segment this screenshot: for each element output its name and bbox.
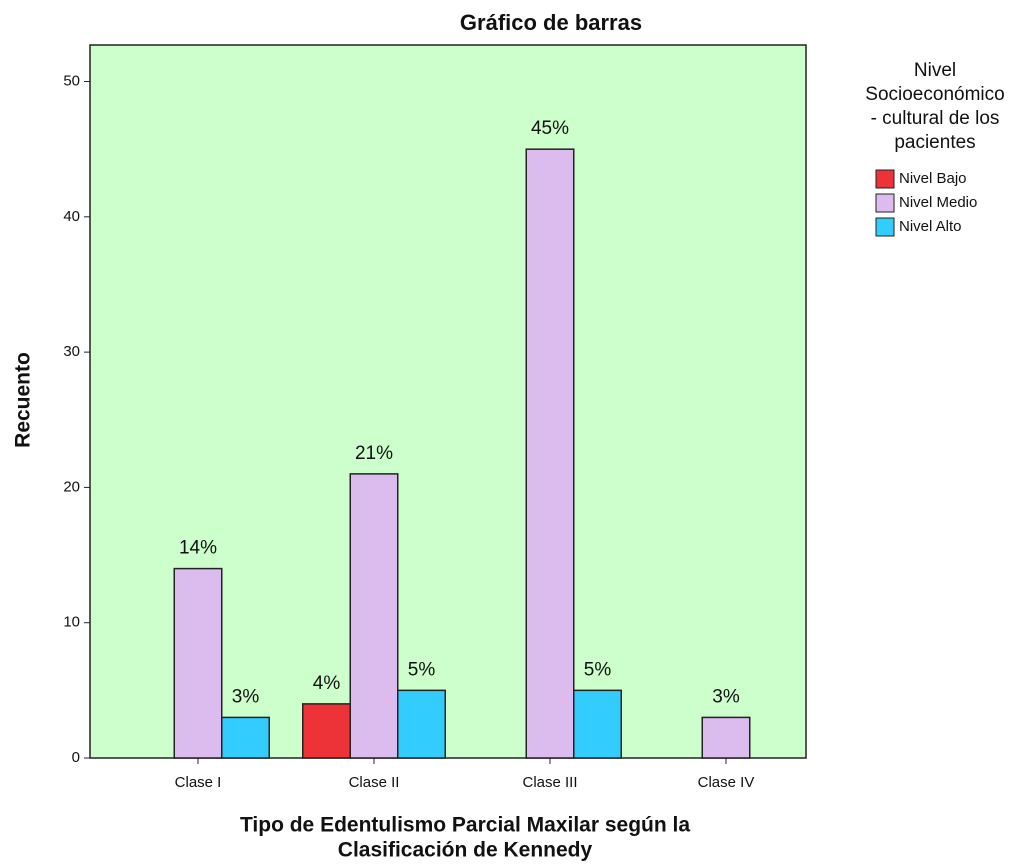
legend-title: pacientes <box>894 132 975 153</box>
x-tick-label: Clase III <box>522 774 577 791</box>
legend-label: Nivel Alto <box>899 218 962 235</box>
data-label: 14% <box>179 538 217 559</box>
legend-title: Nivel <box>914 60 956 81</box>
y-tick-label: 30 <box>63 343 80 360</box>
bar <box>302 703 351 759</box>
bar <box>221 716 270 759</box>
y-tick-label: 40 <box>63 208 80 225</box>
bar <box>349 473 399 759</box>
data-label: 45% <box>531 118 569 139</box>
legend-swatch <box>875 169 895 189</box>
x-tick-label: Clase IV <box>698 774 755 791</box>
legend-label: Nivel Medio <box>899 194 977 211</box>
y-tick-label: 50 <box>63 72 80 89</box>
data-label: 5% <box>408 659 436 680</box>
legend-title: - cultural de los <box>871 108 1000 129</box>
y-tick-label: 0 <box>72 749 80 766</box>
legend-swatch <box>875 193 895 213</box>
y-tick-label: 10 <box>63 614 80 631</box>
x-tick-label: Clase I <box>175 774 222 791</box>
chart-title: Gráfico de barras <box>460 10 642 35</box>
bar <box>173 567 223 759</box>
y-axis-label: Recuento <box>12 352 35 448</box>
data-label: 3% <box>232 686 260 707</box>
legend-title: Socioeconómico <box>865 84 1004 105</box>
legend-label: Nivel Bajo <box>899 170 967 187</box>
bar <box>397 689 446 759</box>
bar <box>525 148 575 759</box>
data-label: 4% <box>313 673 341 694</box>
y-tick-label: 20 <box>63 478 80 495</box>
data-label: 21% <box>355 443 393 464</box>
x-tick-label: Clase II <box>349 774 400 791</box>
data-label: 3% <box>712 686 740 707</box>
bar <box>701 716 751 759</box>
data-label: 5% <box>584 659 612 680</box>
x-axis-label: Clasificación de Kennedy <box>338 839 593 862</box>
x-axis-label: Tipo de Edentulismo Parcial Maxilar segú… <box>240 814 690 837</box>
bar <box>573 689 622 759</box>
legend-swatch <box>875 217 895 237</box>
